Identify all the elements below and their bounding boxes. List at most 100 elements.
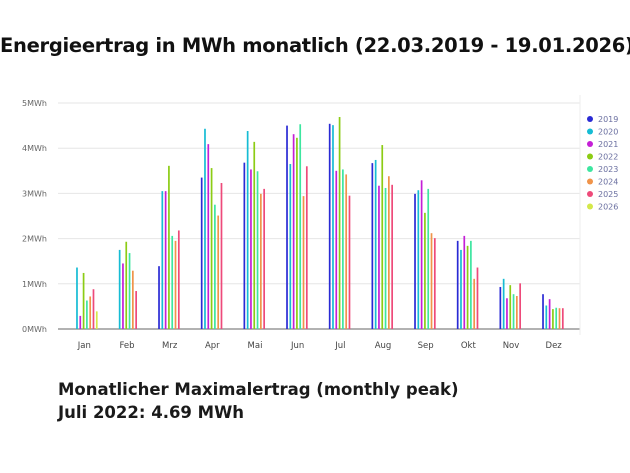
bar-mai-2023 bbox=[256, 171, 259, 329]
bar-okt-2021 bbox=[463, 235, 466, 329]
bar-mai-2020 bbox=[246, 131, 249, 329]
bar-jul-2022 bbox=[338, 117, 341, 330]
x-tick-label-sep: Sep bbox=[418, 341, 434, 351]
legend-label-2026: 2026 bbox=[598, 203, 618, 212]
legend-marker-2019 bbox=[587, 116, 593, 122]
legend-marker-2023 bbox=[587, 166, 593, 172]
bar-aug-2023 bbox=[384, 187, 387, 329]
bar-apr-2024 bbox=[217, 215, 220, 329]
x-tick-label-mrz: Mrz bbox=[162, 341, 178, 351]
legend-marker-2020 bbox=[587, 128, 593, 135]
bar-jan-2026 bbox=[95, 311, 98, 329]
bar-nov-2025 bbox=[519, 283, 521, 329]
bar-jan-2024 bbox=[89, 296, 92, 329]
bar-dez-2024 bbox=[558, 308, 561, 329]
bar-dez-2019 bbox=[542, 294, 544, 329]
bar-dez-2022 bbox=[552, 309, 554, 329]
bar-dez-2023 bbox=[555, 307, 558, 329]
bar-mrz-2020 bbox=[161, 191, 164, 329]
bar-sep-2024 bbox=[430, 233, 433, 329]
chart-title: Energieertrag in MWh monatlich (22.03.20… bbox=[0, 34, 630, 57]
bar-jul-2025 bbox=[348, 195, 351, 329]
bar-jun-2025 bbox=[305, 166, 308, 329]
bar-feb-2023 bbox=[128, 253, 131, 329]
x-tick-label-aug: Aug bbox=[375, 341, 392, 351]
bar-aug-2022 bbox=[381, 145, 384, 329]
legend-label-2025: 2025 bbox=[598, 190, 618, 199]
bar-feb-2024 bbox=[132, 270, 134, 329]
bar-sep-2019 bbox=[414, 193, 416, 329]
legend-marker-2022 bbox=[587, 153, 593, 160]
bar-mai-2021 bbox=[250, 169, 252, 329]
bar-aug-2020 bbox=[374, 159, 377, 329]
x-tick-label-dez: Dez bbox=[546, 341, 563, 351]
legend-marker-2021 bbox=[587, 141, 593, 147]
bar-feb-2025 bbox=[135, 291, 137, 329]
bar-jun-2024 bbox=[302, 196, 305, 329]
bar-feb-2021 bbox=[122, 263, 124, 329]
bar-mai-2022 bbox=[253, 141, 256, 329]
bar-feb-2020 bbox=[118, 249, 121, 329]
bar-aug-2024 bbox=[388, 176, 390, 329]
bar-okt-2022 bbox=[466, 245, 469, 329]
legend-marker-2025 bbox=[587, 191, 593, 197]
y-tick-label: 4MWh bbox=[22, 144, 47, 153]
legend-label-2021: 2021 bbox=[598, 140, 618, 149]
x-tick-label-jun: Jun bbox=[290, 341, 304, 351]
bar-feb-2022 bbox=[125, 241, 128, 329]
bar-nov-2021 bbox=[506, 298, 508, 329]
bar-aug-2019 bbox=[371, 163, 374, 329]
bar-aug-2025 bbox=[391, 184, 393, 329]
bar-jan-2021 bbox=[79, 315, 82, 329]
bar-okt-2024 bbox=[473, 278, 476, 329]
bar-jul-2020 bbox=[332, 125, 334, 329]
bar-dez-2025 bbox=[561, 308, 564, 329]
x-tick-label-feb: Feb bbox=[119, 341, 134, 351]
legend-label-2023: 2023 bbox=[598, 165, 618, 174]
bar-aug-2021 bbox=[378, 185, 380, 329]
bar-jun-2021 bbox=[292, 134, 295, 329]
peak-caption: Monatlicher Maximalertrag (monthly peak) bbox=[58, 380, 459, 399]
bar-nov-2022 bbox=[509, 285, 512, 329]
bar-dez-2020 bbox=[545, 305, 548, 329]
bar-mrz-2022 bbox=[168, 165, 170, 329]
bar-mai-2019 bbox=[243, 162, 246, 329]
bar-mrz-2024 bbox=[174, 240, 177, 329]
y-tick-label: 2MWh bbox=[22, 235, 47, 244]
bar-sep-2022 bbox=[424, 212, 426, 329]
legend-marker-2024 bbox=[587, 178, 593, 185]
bar-jan-2023 bbox=[86, 300, 88, 329]
bar-mrz-2021 bbox=[164, 191, 167, 329]
bar-apr-2022 bbox=[210, 168, 213, 329]
bar-jan-2025 bbox=[92, 289, 95, 329]
y-tick-label: 0MWh bbox=[22, 325, 47, 334]
bar-mai-2025 bbox=[263, 188, 265, 329]
bar-mrz-2023 bbox=[171, 235, 174, 329]
x-tick-label-nov: Nov bbox=[503, 341, 520, 351]
bar-jul-2019 bbox=[328, 123, 331, 330]
bar-nov-2020 bbox=[502, 278, 505, 329]
peak-value: Juli 2022: 4.69 MWh bbox=[58, 403, 245, 422]
bar-jun-2023 bbox=[299, 124, 302, 329]
x-tick-label-jul: Jul bbox=[334, 341, 345, 351]
bar-nov-2023 bbox=[512, 294, 515, 329]
bar-sep-2020 bbox=[417, 190, 420, 329]
bar-jul-2021 bbox=[335, 170, 338, 329]
y-tick-label: 5MWh bbox=[22, 99, 47, 108]
legend-marker-2026 bbox=[587, 203, 593, 210]
bar-mrz-2025 bbox=[177, 230, 180, 329]
bar-okt-2023 bbox=[470, 240, 472, 329]
bar-sep-2025 bbox=[433, 238, 436, 329]
bar-jul-2024 bbox=[345, 174, 348, 329]
bar-nov-2019 bbox=[499, 286, 502, 329]
bar-sep-2023 bbox=[427, 188, 430, 329]
bar-jun-2022 bbox=[296, 137, 298, 329]
bar-nov-2024 bbox=[516, 296, 518, 329]
bar-sep-2021 bbox=[420, 180, 423, 329]
bar-mai-2024 bbox=[260, 193, 262, 329]
legend-label-2024: 2024 bbox=[598, 178, 618, 187]
bar-apr-2021 bbox=[207, 144, 210, 329]
x-tick-label-okt: Okt bbox=[461, 341, 477, 351]
bar-jan-2022 bbox=[82, 272, 85, 329]
